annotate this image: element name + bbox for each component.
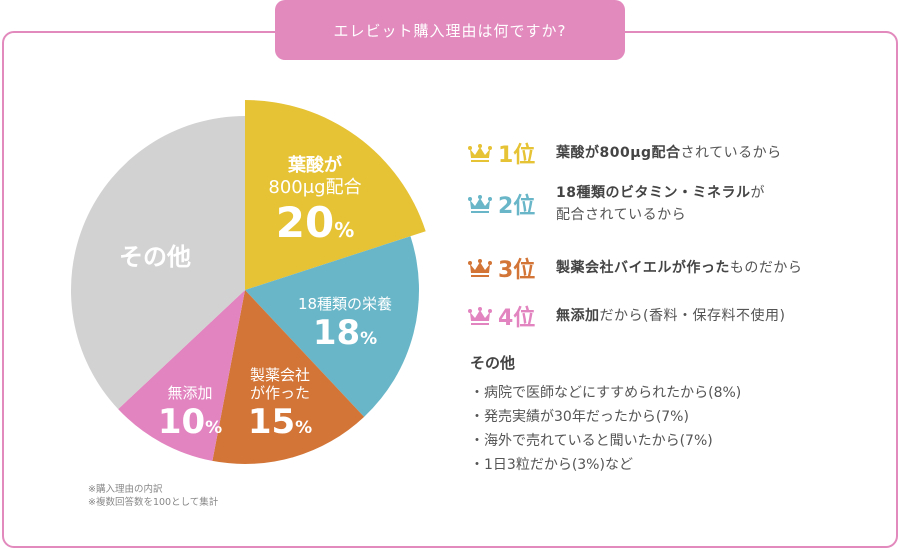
rank-number: 4位	[498, 306, 536, 331]
slice-label: 葉酸が	[288, 155, 342, 176]
crown-icon	[468, 144, 492, 162]
unit: %	[334, 218, 355, 243]
slice-label: が作った	[249, 384, 310, 402]
rank-item-1: 1位 葉酸が800μg配合されているから	[468, 137, 782, 169]
rank-text: 18種類のビタミン・ミネラルが配合されているから	[556, 182, 765, 227]
pie-slice-1	[245, 100, 426, 290]
rank-item-3: 3位 製薬会社バイエルが作ったものだから	[468, 252, 802, 284]
other-item: ・発売実績が30年だったから(7%)	[470, 409, 689, 425]
slice-label: 無添加	[167, 384, 213, 402]
rank-text-rest: だから(香料・保存料不使用)	[599, 307, 786, 324]
rank-text-bold: 製薬会社バイエルが作った	[556, 259, 730, 276]
pie-slice-4	[118, 290, 245, 461]
crown-icon	[468, 195, 492, 214]
crown-icon	[468, 307, 492, 325]
other-reasons: その他 ・病院で医師などにすすめられたから(8%) ・発売実績が30年だったから…	[470, 352, 741, 477]
other-item: ・1日3粒だから(3%)など	[470, 457, 633, 473]
rank-item-4: 4位 無添加だから(香料・保存料不使用)	[468, 300, 785, 332]
slice-value: 10	[157, 402, 206, 442]
footnotes: ※購入理由の内訳 ※複数回答数を100として集計	[88, 483, 218, 509]
slice-value: 18	[312, 313, 361, 353]
slice-label: 18種類の栄養	[297, 295, 393, 313]
rank-text-rest: が	[750, 185, 765, 201]
unit: %	[360, 329, 378, 349]
slice-value: 20	[275, 198, 335, 248]
unit: %	[205, 418, 223, 438]
slice-label: 800μg配合	[268, 176, 362, 198]
slice-label: 製薬会社	[249, 366, 310, 384]
title-tab: エレビット購入理由は何ですか?	[275, 0, 625, 60]
other-heading: その他	[470, 354, 516, 372]
rank-text-rest: されているから	[680, 144, 782, 161]
rank-text-bold: 葉酸が800μg配合	[556, 144, 681, 161]
rank-item-2: 2位 18種類のビタミン・ミネラルが配合されているから	[468, 182, 765, 227]
rank-text-rest: ものだから	[729, 259, 803, 276]
other-item: ・病院で医師などにすすめられたから(8%)	[470, 385, 742, 401]
rank-text: 葉酸が800μg配合されているから	[556, 142, 782, 164]
crown-icon	[468, 259, 492, 277]
footnote: ※購入理由の内訳	[88, 484, 163, 495]
label-slice-2: 18種類の栄養 18%	[285, 295, 405, 354]
rank-text: 製薬会社バイエルが作ったものだから	[556, 257, 802, 279]
rank-text-line2: 配合されているから	[556, 207, 687, 224]
rank-number: 2位	[498, 194, 536, 220]
pie-slice-5	[71, 116, 246, 410]
other-item: ・海外で売れていると聞いたから(7%)	[470, 433, 713, 449]
rank-number: 3位	[498, 258, 536, 283]
rank-text-bold: 18種類のビタミン・ミネラル	[556, 185, 751, 201]
chart-title: エレビット購入理由は何ですか?	[333, 21, 567, 40]
label-slice-5: その他	[119, 243, 191, 271]
rank-text: 無添加だから(香料・保存料不使用)	[556, 305, 785, 327]
rank-number: 1位	[498, 143, 536, 168]
label-slice-3: 製薬会社 が作った 15%	[235, 366, 325, 443]
footnote: ※複数回答数を100として集計	[88, 497, 219, 508]
label-slice-4: 無添加 10%	[150, 384, 230, 443]
unit: %	[295, 418, 313, 438]
label-slice-1: 葉酸が 800μg配合 20%	[255, 155, 375, 249]
rank-text-bold: 無添加	[556, 307, 600, 324]
slice-value: 15	[247, 402, 296, 442]
pie-slice-3	[212, 290, 365, 464]
pie-slice-2	[245, 236, 419, 417]
